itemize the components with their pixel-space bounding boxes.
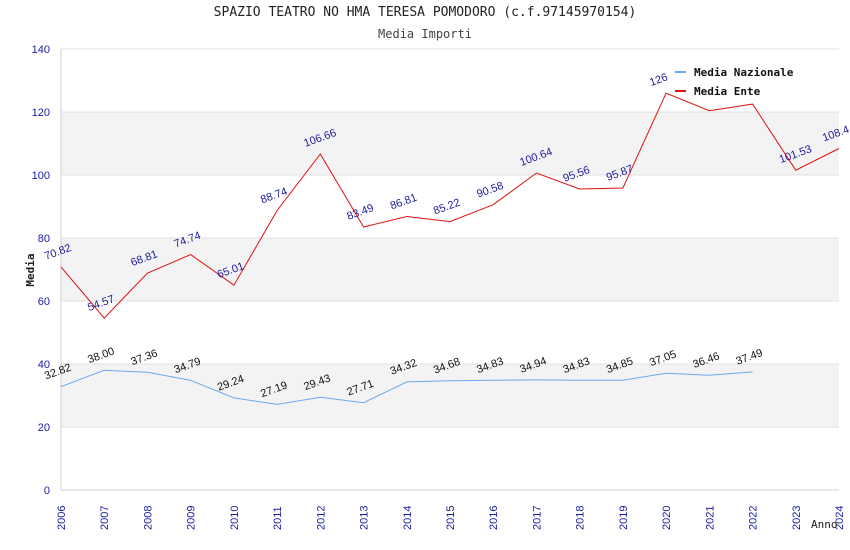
data-label: 126 [648,71,669,89]
x-tick-label: 2020 [661,506,673,530]
x-tick-label: 2011 [272,506,284,530]
y-axis-title: Media [24,253,37,286]
x-tick-label: 2013 [359,506,371,530]
series-line-2 [60,92,840,319]
x-tick-label: 2009 [186,506,198,530]
x-tick-label: 2018 [575,506,587,530]
data-label: 86.81 [389,192,419,213]
data-label: 90.58 [475,180,505,201]
x-tick-label: 2006 [56,506,68,530]
x-tick-label: 2021 [704,506,716,530]
data-label: 83.49 [345,202,375,223]
x-tick-label: 2017 [531,506,543,530]
grid-band [61,112,839,175]
x-tick-label: 2016 [488,506,500,530]
y-tick-label: 80 [38,233,50,245]
data-label: 38.00 [86,345,116,366]
x-tick-label: 2008 [142,506,154,530]
chart-subtitle: Media Importi [378,27,472,41]
x-tick-label: 2022 [748,506,760,530]
legend-label-1: Media Nazionale [694,66,794,79]
legend-label-2: Media Ente [694,85,761,98]
x-tick-label: 2010 [229,506,241,530]
data-label: 85.22 [432,197,462,218]
x-tick-label: 2024 [834,506,846,530]
x-tick-label: 2014 [402,506,414,530]
y-tick-label: 40 [38,359,50,371]
y-tick-label: 120 [32,107,50,119]
chart-title: SPAZIO TEATRO NO HMA TERESA POMODORO (c.… [213,5,637,20]
data-label: 88.74 [259,186,289,207]
y-tick-label: 100 [32,170,50,182]
y-tick-label: 0 [44,485,50,497]
y-tick-label: 60 [38,296,50,308]
series-line-1 [60,369,753,405]
x-tick-label: 2007 [99,506,111,530]
x-tick-label: 2019 [618,506,630,530]
y-tick-label: 140 [32,44,50,56]
x-tick-label: 2012 [315,506,327,530]
x-axis-title: Anno [811,518,838,531]
grid-band [61,238,839,301]
y-tick-label: 20 [38,422,50,434]
x-tick-label: 2015 [445,506,457,530]
grid-band [61,364,839,427]
x-tick-label: 2023 [791,506,803,530]
